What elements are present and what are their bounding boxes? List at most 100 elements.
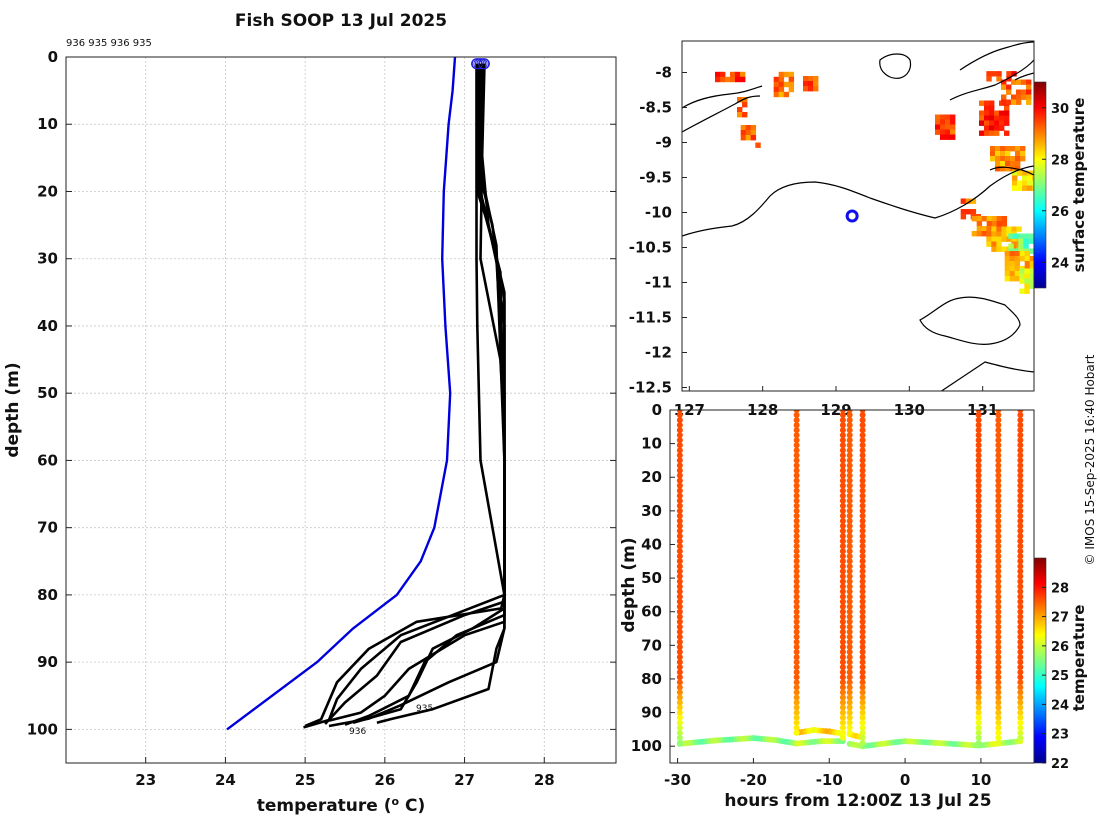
section-cast-point xyxy=(793,487,800,494)
section-cast-point xyxy=(793,492,800,499)
section-cast-point xyxy=(839,694,846,701)
section-cast-point xyxy=(846,507,853,514)
sst-cell xyxy=(1001,99,1007,105)
section-cast-point xyxy=(975,598,982,605)
sst-cell xyxy=(991,236,997,242)
section-cast-point xyxy=(676,734,683,741)
section-cast-point xyxy=(975,533,982,540)
section-cast-point xyxy=(846,623,853,630)
section-ytick-label: 70 xyxy=(641,636,662,654)
section-cast-point xyxy=(839,714,846,721)
section-cast-point xyxy=(859,533,866,540)
section-cast-point xyxy=(1017,608,1024,615)
sst-cell xyxy=(1027,185,1033,191)
sst-cell xyxy=(1001,216,1008,222)
section-cast-point xyxy=(676,410,683,413)
section-cast-point xyxy=(995,689,1002,696)
section-cast-point xyxy=(839,719,846,726)
section-cast-point xyxy=(793,633,800,640)
sst-cell xyxy=(1004,110,1010,116)
section-colorbar-tick-label: 26 xyxy=(1051,640,1069,655)
section-cast-point xyxy=(859,522,866,529)
section-cast-point xyxy=(793,533,800,540)
section-cast-point xyxy=(859,452,866,459)
section-cast-point xyxy=(975,699,982,706)
sst-cell xyxy=(991,216,998,222)
sst-cell xyxy=(940,124,946,130)
section-cast-point xyxy=(995,507,1002,514)
section-cast-point xyxy=(846,578,853,585)
sst-cell xyxy=(991,221,998,227)
section-cast-point xyxy=(1017,644,1024,651)
section-cast-point xyxy=(839,533,846,540)
section-cast-point xyxy=(793,497,800,504)
section-cast-point xyxy=(1017,578,1024,585)
section-cast-point xyxy=(995,447,1002,454)
section-cast-point xyxy=(793,517,800,524)
section-cast-point xyxy=(1017,633,1024,640)
sst-cell xyxy=(984,110,990,116)
map-colorbar-tick-label: 24 xyxy=(1051,256,1069,271)
section-cast-point xyxy=(1017,583,1024,590)
section-cast-point xyxy=(1017,623,1024,630)
sst-cell xyxy=(1014,276,1021,282)
section-cast-point xyxy=(859,623,866,630)
section-cast-point xyxy=(1017,543,1024,550)
section-cast-point xyxy=(793,598,800,605)
sst-cell xyxy=(991,246,997,252)
section-cast-point xyxy=(859,558,866,565)
sst-cell xyxy=(1026,79,1032,85)
section-cast-point xyxy=(975,422,982,429)
section-cast-point xyxy=(975,704,982,711)
section-cast-point xyxy=(859,467,866,474)
section-cast-point xyxy=(676,724,683,731)
section-cast-point xyxy=(846,410,853,413)
profile-ytick-label: 40 xyxy=(37,317,58,335)
profile-xtick-label: 28 xyxy=(534,771,555,789)
section-cast-point xyxy=(859,674,866,681)
section-cast-point xyxy=(793,457,800,464)
section-cast-point xyxy=(1017,724,1024,731)
sst-cell xyxy=(1005,156,1011,162)
section-cast-point xyxy=(846,422,853,429)
sst-cell xyxy=(986,241,992,247)
section-cast-point xyxy=(793,588,800,595)
section-cast-point xyxy=(995,437,1002,444)
section-cast-point xyxy=(846,573,853,580)
section-cast-point xyxy=(1017,573,1024,580)
sst-cell xyxy=(1012,185,1018,191)
section-cast-point xyxy=(1017,497,1024,504)
coastline-tanimbar xyxy=(1014,72,1034,81)
sst-cell xyxy=(778,76,785,83)
section-cast-point xyxy=(1017,709,1024,716)
sst-cell xyxy=(1006,99,1012,105)
sst-cell xyxy=(1001,84,1007,90)
profile-start-marker xyxy=(475,58,486,70)
sst-cell xyxy=(986,76,992,82)
sst-cell xyxy=(935,114,941,120)
section-cast-point xyxy=(793,699,800,706)
sst-cell xyxy=(986,221,993,227)
section-cast-point xyxy=(1017,694,1024,701)
sst-cell xyxy=(950,124,956,130)
sst-cell xyxy=(979,120,985,126)
section-cast-point xyxy=(839,623,846,630)
section-cast-point xyxy=(846,709,853,716)
sst-cell xyxy=(965,209,972,215)
sst-cell xyxy=(986,236,992,242)
section-cast-point xyxy=(676,467,683,474)
sst-cell xyxy=(1011,71,1017,77)
section-cast-point xyxy=(676,644,683,651)
section-cast-point xyxy=(839,674,846,681)
sst-cell xyxy=(1014,266,1021,272)
section-cast-point xyxy=(839,522,846,529)
section-cast-point xyxy=(995,492,1002,499)
profile-ytick-label: 80 xyxy=(37,586,58,604)
section-cast-point xyxy=(975,659,982,666)
sst-cell xyxy=(1019,288,1025,294)
section-cast-point xyxy=(846,528,853,535)
section-cast-point xyxy=(839,432,846,439)
sst-cell xyxy=(1017,185,1023,191)
section-cast-point xyxy=(1017,563,1024,570)
section-cast-point xyxy=(859,608,866,615)
